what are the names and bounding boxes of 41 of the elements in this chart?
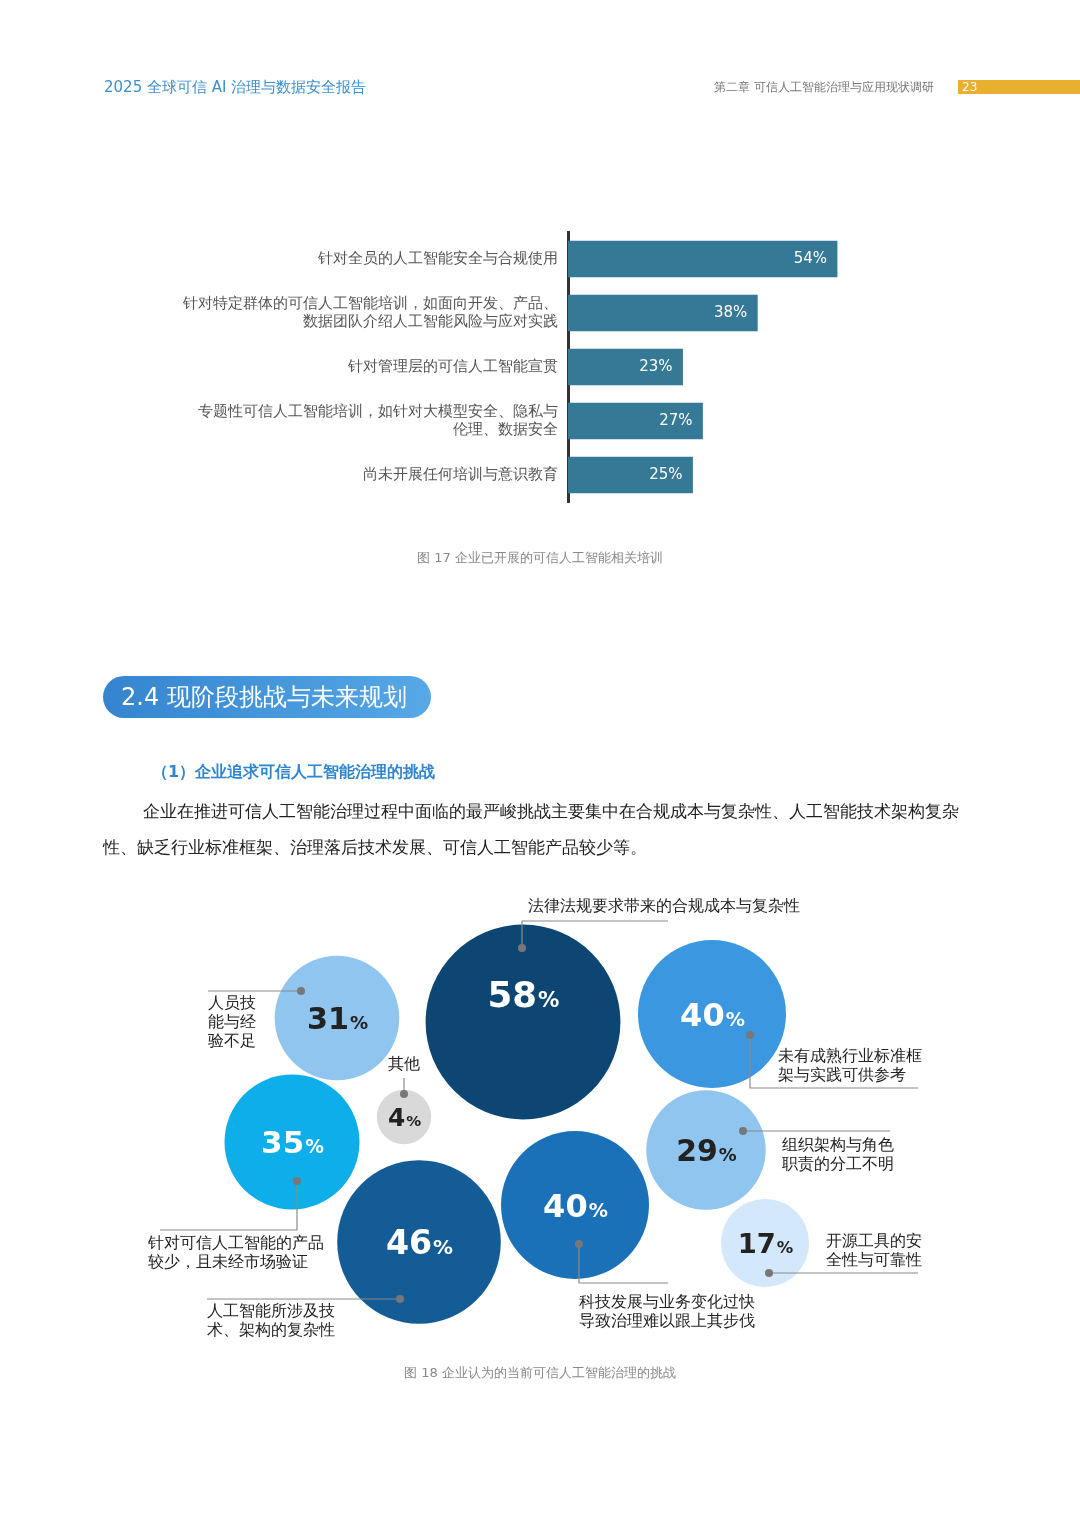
category-label: 未有成熟行业标准框架与实践可供参考 <box>778 1046 922 1085</box>
category-label: 科技发展与业务变化过快导致治理难以跟上其步伐 <box>579 1292 755 1331</box>
data-label: 17% <box>737 1227 794 1259</box>
y-tick-label: 针对全员的人工智能安全与合规使用 <box>317 248 558 267</box>
data-label: 35% <box>261 1124 325 1161</box>
bar <box>568 456 693 494</box>
data-label: 38% <box>714 302 748 321</box>
bar <box>568 294 758 332</box>
data-label: 46% <box>385 1222 454 1262</box>
y-tick-label: 尚未开展任何培训与意识教育 <box>363 464 558 483</box>
bar <box>568 348 683 386</box>
data-label: 40% <box>680 995 745 1034</box>
category-label: 开源工具的安全性与可靠性 <box>826 1231 922 1270</box>
data-label: 23% <box>639 356 673 375</box>
category-label: 人员技能与经验不足 <box>208 993 256 1051</box>
text: 2.4 现阶段挑战与未来规划 <box>103 676 431 718</box>
data-label: 4% <box>387 1102 422 1132</box>
text: 第二章 可信人工智能治理与应用现状调研 <box>714 79 934 96</box>
category-label: 针对可信人工智能的产品较少，且未经市场验证 <box>147 1233 324 1272</box>
data-label: 27% <box>659 410 693 429</box>
data-label: 40% <box>543 1186 608 1225</box>
bar <box>568 240 838 278</box>
data-label: 29% <box>676 1132 737 1168</box>
category-label: 人工智能所涉及技术、架构的复杂性 <box>207 1301 335 1340</box>
y-tick-label: 专题性可信人工智能培训，如针对大模型安全、隐私与伦理、数据安全 <box>198 401 558 438</box>
text: 2025 全球可信 AI 治理与数据安全报告 <box>104 78 367 97</box>
text: 企业在推进可信人工智能治理过程中面临的最严峻挑战主要集中在合规成本与复杂性、人工智能技术架构复杂性、缺乏行业标准框架、治理落后技术发展、可信人工智能产品较少等。 <box>103 800 960 859</box>
caption: 图 17 企业已开展的可信人工智能相关培训 <box>416 549 664 567</box>
bar <box>568 402 703 440</box>
data-label: 58% <box>487 973 560 1015</box>
y-tick-label: 针对管理层的可信人工智能宣贯 <box>347 356 558 375</box>
text: （1）企业追求可信人工智能治理的挑战 <box>152 762 436 783</box>
data-label: 31% <box>306 1000 369 1036</box>
category-label: 其他 <box>388 1054 420 1074</box>
category-label: 组织架构与角色职责的分工不明 <box>782 1135 894 1174</box>
page-number-tab: 23 <box>958 80 1080 94</box>
y-tick-label: 针对特定群体的可信人工智能培训，如面向开发、产品、数据团队介绍人工智能风险与应对实践 <box>182 293 558 330</box>
data-label: 54% <box>793 248 828 267</box>
caption: 图 18 企业认为的当前可信人工智能治理的挑战 <box>403 1364 677 1382</box>
category-label: 法律法规要求带来的合规成本与复杂性 <box>528 896 800 916</box>
data-label: 25% <box>649 464 683 483</box>
